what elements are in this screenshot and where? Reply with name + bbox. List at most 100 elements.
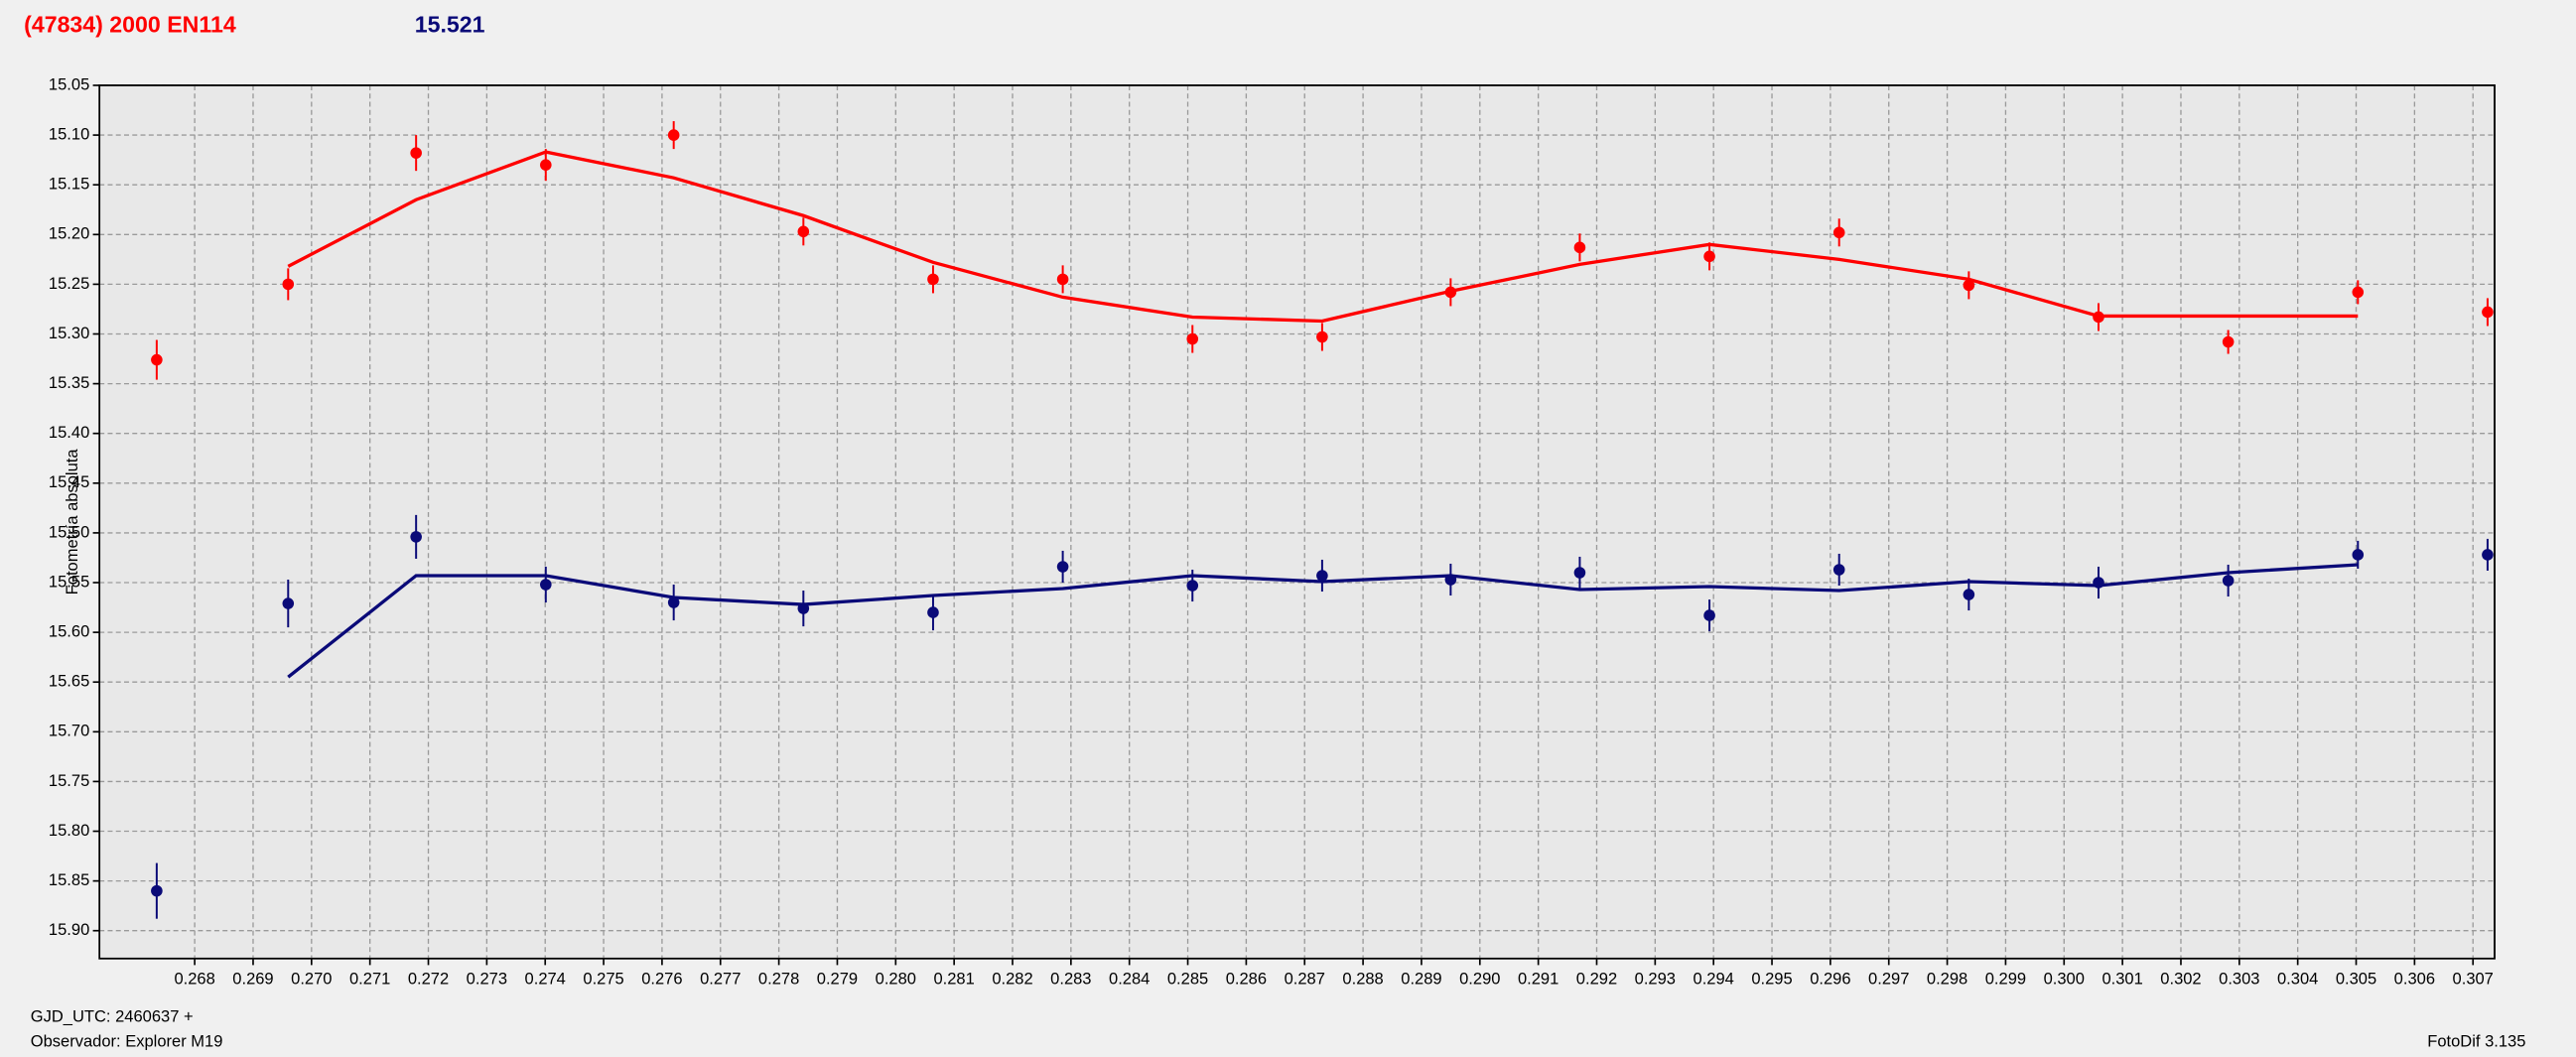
chart-title: (47834) 2000 EN114 <box>24 12 236 38</box>
x-tick-label: 0.307 <box>2453 970 2494 989</box>
y-tick-label: 15.55 <box>49 572 89 591</box>
data-point <box>927 273 939 286</box>
x-tick-label: 0.301 <box>2101 970 2142 989</box>
x-axis-label: GJD_UTC: 2460637 + <box>31 1007 194 1026</box>
y-tick-label: 15.15 <box>49 175 89 194</box>
data-point <box>927 606 939 618</box>
data-point <box>1963 279 1975 292</box>
data-point <box>2352 549 2365 561</box>
x-tick-label: 0.278 <box>758 970 799 989</box>
x-tick-label: 0.285 <box>1167 970 1208 989</box>
x-tick-label: 0.304 <box>2277 970 2318 989</box>
x-tick-label: 0.268 <box>174 970 214 989</box>
y-tick-label: 15.30 <box>49 324 89 342</box>
x-tick-label: 0.270 <box>291 970 332 989</box>
magnitude-label: 15.521 <box>415 12 485 38</box>
data-point <box>1832 226 1845 239</box>
y-tick-label: 15.80 <box>49 821 89 840</box>
x-tick-label: 0.284 <box>1109 970 1150 989</box>
x-tick-label: 0.273 <box>467 970 507 989</box>
x-tick-label: 0.288 <box>1342 970 1383 989</box>
data-point <box>1703 250 1715 263</box>
x-tick-label: 0.271 <box>349 970 390 989</box>
data-point <box>2093 577 2104 589</box>
x-tick-label: 0.289 <box>1401 970 1441 989</box>
data-point <box>1444 286 1457 299</box>
x-tick-label: 0.297 <box>1868 970 1909 989</box>
x-tick-label: 0.274 <box>525 970 566 989</box>
y-tick-label: 15.70 <box>49 722 89 740</box>
y-tick-label: 15.45 <box>49 472 89 491</box>
data-point <box>282 278 295 291</box>
y-tick-label: 15.05 <box>49 74 89 93</box>
data-point <box>151 884 163 897</box>
x-tick-label: 0.303 <box>2219 970 2259 989</box>
fit-line <box>287 150 2359 324</box>
y-tick-label: 15.20 <box>49 224 89 243</box>
data-point <box>667 596 680 608</box>
x-tick-label: 0.302 <box>2160 970 2201 989</box>
data-point <box>151 353 163 366</box>
x-tick-label: 0.296 <box>1810 970 1850 989</box>
y-tick-label: 15.35 <box>49 373 89 392</box>
plot-frame <box>98 84 2496 960</box>
x-tick-label: 0.305 <box>2336 970 2376 989</box>
y-tick-label: 15.85 <box>49 870 89 889</box>
x-tick-label: 0.295 <box>1751 970 1792 989</box>
data-point <box>1056 561 1069 573</box>
x-tick-label: 0.306 <box>2394 970 2435 989</box>
data-point <box>1444 574 1457 586</box>
x-tick-label: 0.281 <box>933 970 974 989</box>
x-tick-label: 0.275 <box>583 970 623 989</box>
y-tick-label: 15.40 <box>49 423 89 442</box>
y-tick-label: 15.25 <box>49 274 89 293</box>
data-point <box>1573 241 1586 254</box>
data-point <box>2482 306 2494 319</box>
data-point <box>1186 580 1199 592</box>
data-point <box>540 159 552 171</box>
data-point <box>667 129 680 141</box>
x-tick-label: 0.287 <box>1285 970 1325 989</box>
data-point <box>797 225 810 238</box>
x-tick-label: 0.298 <box>1927 970 1967 989</box>
x-tick-label: 0.292 <box>1576 970 1617 989</box>
y-tick-label: 15.65 <box>49 672 89 691</box>
data-point <box>1316 330 1328 343</box>
x-tick-label: 0.291 <box>1518 970 1559 989</box>
data-point <box>540 579 552 591</box>
x-tick-label: 0.276 <box>641 970 682 989</box>
data-point <box>410 147 422 159</box>
x-tick-label: 0.290 <box>1459 970 1500 989</box>
data-point <box>282 597 295 609</box>
data-point <box>1186 332 1199 345</box>
x-tick-label: 0.286 <box>1226 970 1267 989</box>
data-point <box>1056 273 1069 286</box>
y-tick-label: 15.90 <box>49 920 89 939</box>
data-point <box>2093 311 2104 324</box>
data-point <box>1832 564 1845 576</box>
x-tick-label: 0.294 <box>1694 970 1734 989</box>
x-tick-label: 0.282 <box>992 970 1032 989</box>
y-tick-label: 15.50 <box>49 522 89 541</box>
y-tick-label: 15.10 <box>49 124 89 143</box>
data-point <box>2482 549 2494 561</box>
x-tick-label: 0.269 <box>232 970 273 989</box>
data-point <box>1963 589 1975 600</box>
data-point <box>2222 575 2235 587</box>
data-point <box>2222 335 2235 348</box>
y-tick-label: 15.60 <box>49 621 89 640</box>
software-label: FotoDif 3.135 <box>2427 1031 2525 1050</box>
x-tick-label: 0.299 <box>1985 970 2026 989</box>
x-tick-label: 0.300 <box>2044 970 2085 989</box>
data-point <box>410 531 422 543</box>
plot-area <box>98 84 2496 960</box>
data-point <box>1703 609 1715 621</box>
data-point <box>1573 567 1586 579</box>
x-tick-label: 0.279 <box>817 970 858 989</box>
data-point <box>2352 286 2365 299</box>
x-tick-label: 0.272 <box>408 970 449 989</box>
data-point <box>797 602 810 614</box>
data-point <box>1316 570 1328 582</box>
